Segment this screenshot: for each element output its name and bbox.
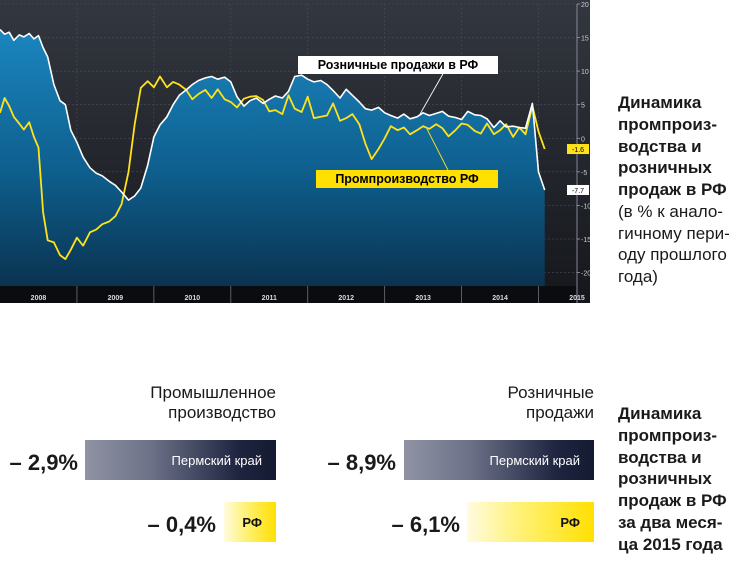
industry-perm-value: – 2,9% — [9, 450, 79, 475]
bar-label: РФ — [242, 514, 262, 530]
retail-rf-value: – 6,1% — [391, 512, 461, 537]
bar-label: Пермский край — [171, 452, 262, 468]
y-tick-label: 0 — [581, 136, 585, 143]
y-tick-label: -5 — [581, 170, 587, 177]
x-tick-label: 2013 — [415, 295, 431, 302]
industry-rf-value: – 0,4% — [147, 512, 217, 537]
bar-label: Пермский край — [489, 452, 580, 468]
bar-label: РФ — [560, 514, 580, 530]
series-line-retail — [0, 28, 546, 201]
caption-subtitle: (в % к анало- гичному пери- оду прошлого… — [618, 201, 730, 286]
y-tick-label: -20 — [581, 271, 590, 278]
y-tick-label: -15 — [581, 237, 590, 244]
x-tick-label: 2008 — [31, 295, 47, 302]
x-tick-label: 2011 — [262, 295, 277, 302]
retail-last-value-box — [567, 184, 589, 195]
x-tick-label: 2014 — [492, 295, 508, 302]
x-tick-label: 2009 — [108, 295, 124, 302]
caption-title: Динамика промпроиз- водства и розничных … — [618, 93, 727, 199]
y-tick-label: -10 — [581, 203, 590, 210]
retail-annotation: Розничные продажи в РФ — [318, 58, 479, 72]
x-tick-label: 2010 — [185, 295, 201, 302]
retail-last-value: -7.7 — [572, 188, 584, 195]
industry-perm-bar: Пермский край — [85, 440, 276, 480]
y-tick-label: 5 — [581, 103, 585, 110]
column-title-retail: Розничные продажи — [507, 383, 594, 423]
retail-area — [0, 29, 545, 286]
retail-perm-bar: Пермский край — [404, 440, 594, 480]
x-axis-strip — [0, 286, 576, 303]
y-tick-label: 20 — [581, 2, 589, 9]
retail-rf-bar: РФ — [467, 502, 594, 542]
column-title-industry: Промышленное производство — [150, 383, 276, 423]
x-tick-label: 2012 — [338, 295, 354, 302]
industry-rf-bar: РФ — [224, 502, 276, 542]
x-tick-label: 2015 — [569, 295, 585, 302]
industry-last-value: -1.6 — [572, 147, 584, 154]
retail-annotation-box — [298, 56, 498, 74]
chart-caption: Динамика промпроиз- водства и розничных … — [618, 92, 746, 288]
bars-caption-title: Динамика промпроиз- водства и розничных … — [618, 404, 727, 554]
industry-last-value-box — [567, 144, 589, 155]
industry-annotation-box — [316, 170, 498, 188]
series-line-industry — [0, 75, 546, 260]
retail-perm-value: – 8,9% — [327, 450, 397, 475]
y-tick-label: 15 — [581, 36, 589, 43]
industry-annotation: Промпроизводство РФ — [335, 172, 479, 186]
bars-caption: Динамика промпроиз- водства и розничных … — [618, 403, 746, 555]
y-tick-label: 10 — [581, 69, 589, 76]
